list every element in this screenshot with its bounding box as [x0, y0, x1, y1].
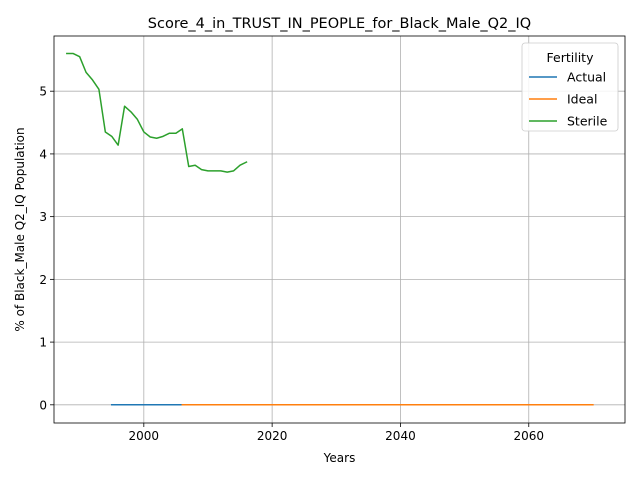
legend-box	[521, 42, 619, 132]
y-tick-label: 1	[39, 336, 47, 350]
chart-title: Score_4_in_TRUST_IN_PEOPLE_for_Black_Mal…	[148, 16, 531, 32]
legend-title: Fertility	[547, 50, 595, 65]
x-tick-label: 2020	[257, 429, 288, 443]
y-tick-label: 0	[39, 398, 47, 412]
y-tick-label: 2	[39, 273, 47, 287]
legend-items: Actual Ideal Sterile	[529, 70, 608, 129]
x-tick-label: 2060	[513, 429, 544, 443]
legend-label-actual: Actual	[567, 70, 606, 85]
x-tick-label: 2040	[385, 429, 416, 443]
x-tick-label: 2000	[129, 429, 160, 443]
y-tick-label: 4	[39, 147, 47, 161]
plot-frame	[53, 35, 626, 424]
series-lines	[66, 52, 594, 406]
legend-label-sterile: Sterile	[567, 114, 608, 129]
legend-label-ideal: Ideal	[567, 92, 597, 107]
y-axis-label: % of Black_Male Q2_IQ Population	[13, 127, 27, 331]
series-line-sterile	[66, 52, 248, 173]
y-tick-label: 5	[39, 85, 47, 99]
legend: Fertility Actual Ideal Sterile	[521, 42, 619, 132]
y-tick-label: 3	[39, 210, 47, 224]
x-axis-label: Years	[323, 451, 356, 465]
ticks: 2000 2020 2040 2060 0 1 2 3 4 5	[39, 85, 544, 443]
